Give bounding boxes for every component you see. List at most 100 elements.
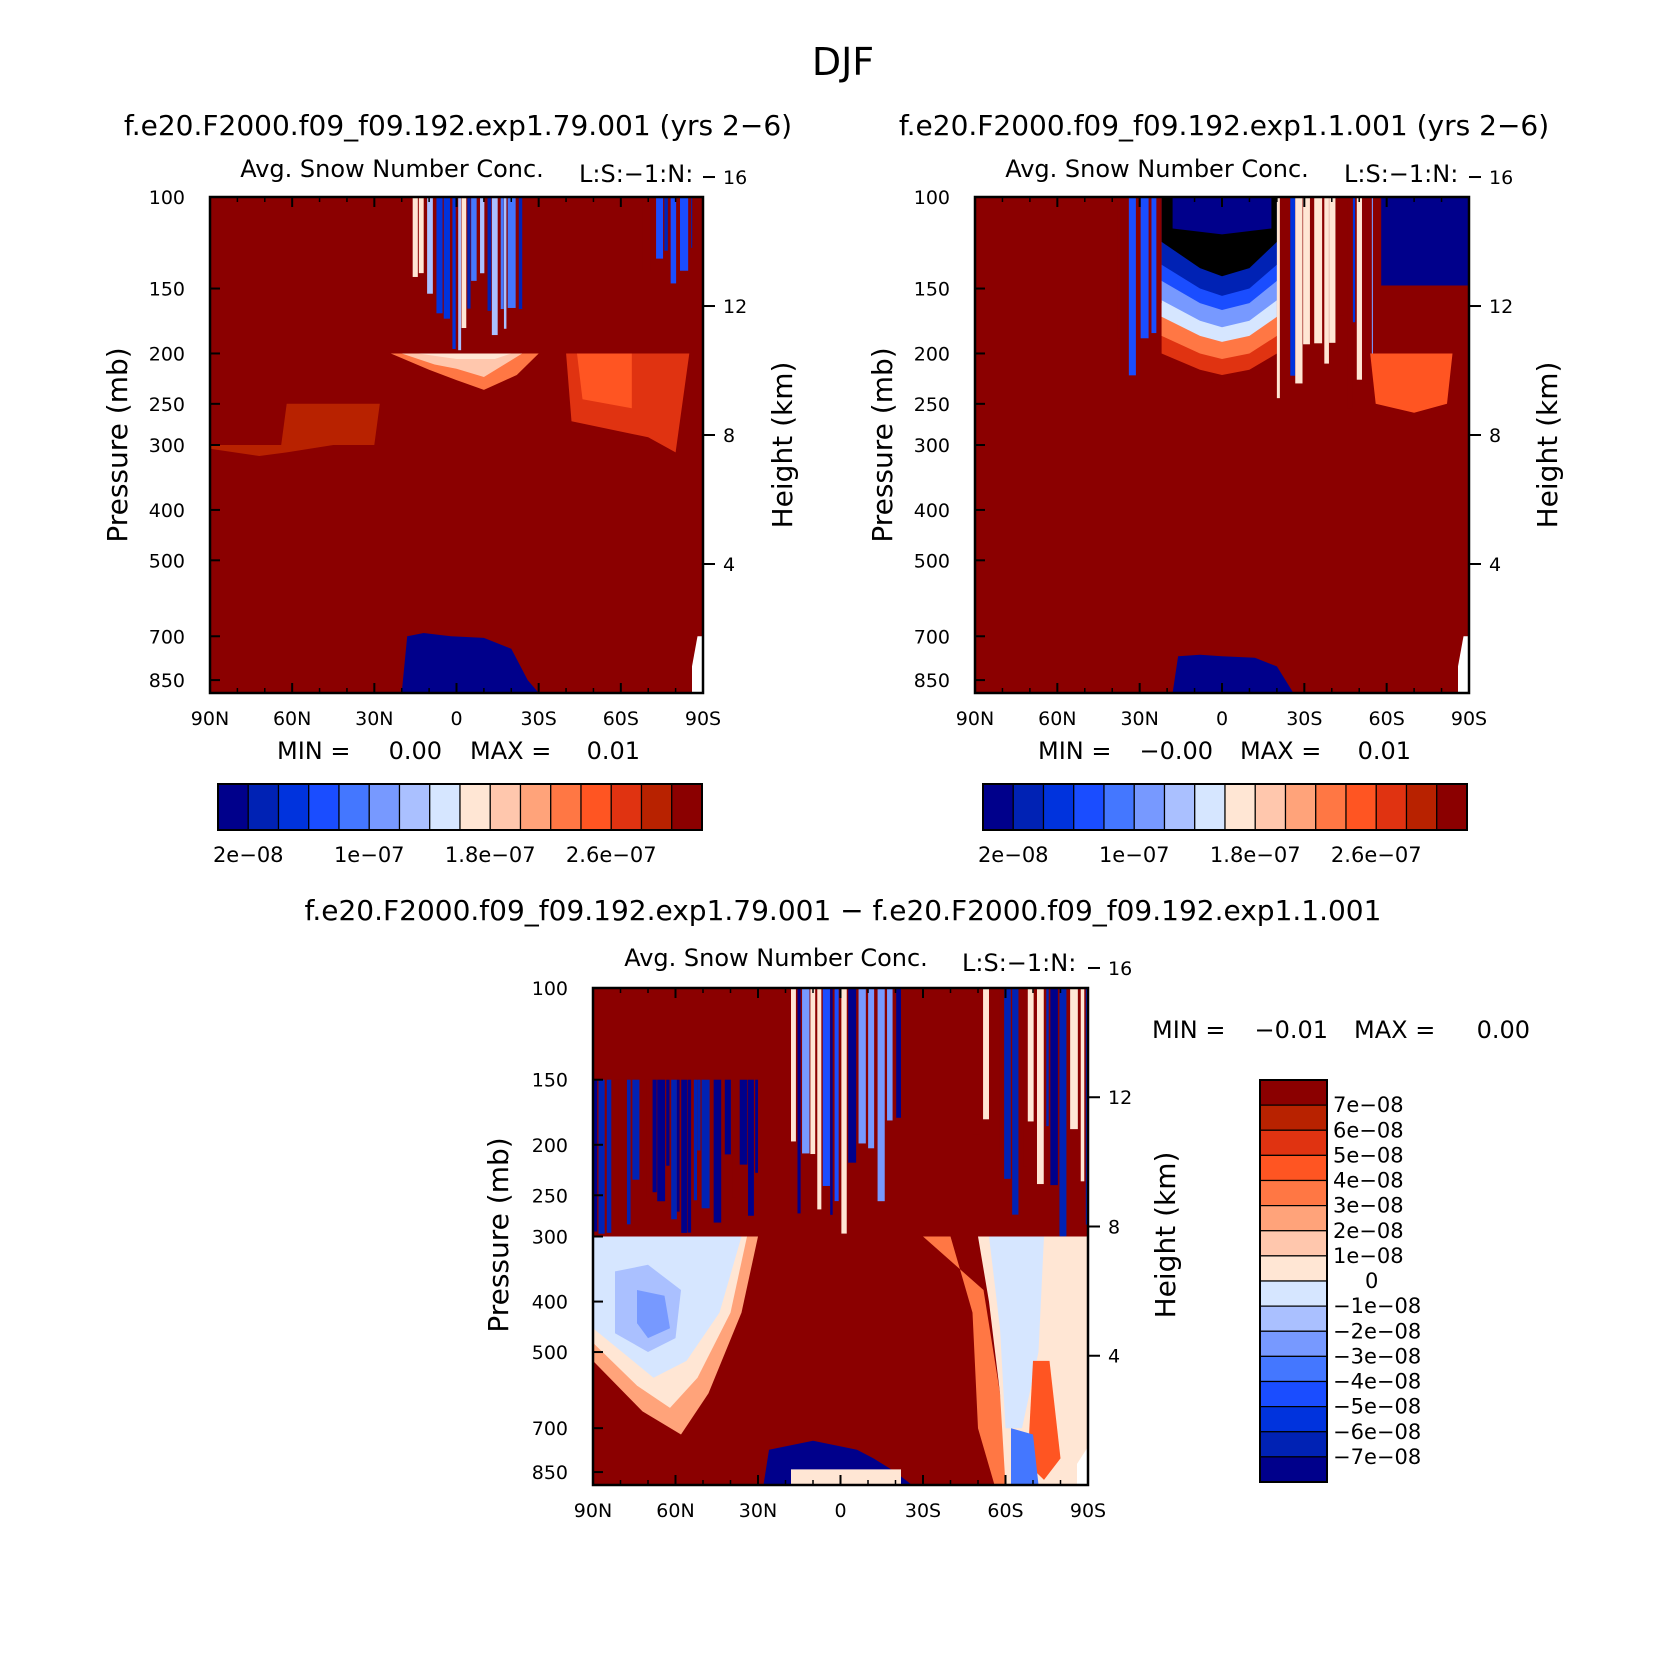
- colorbar-frame: [1259, 1079, 1328, 1483]
- contour-column: [802, 988, 810, 1154]
- contour-column: [1303, 197, 1310, 345]
- y-tick-label: 150: [914, 279, 950, 301]
- x-tick-label: 30S: [905, 1500, 941, 1522]
- panel-c-subtitle: Avg. Snow Number Conc.: [624, 944, 928, 972]
- contour-column: [1124, 197, 1128, 325]
- low-blue-patch: [1172, 654, 1294, 693]
- colorbar-box: [368, 783, 401, 831]
- colorbar-box: [610, 783, 643, 831]
- tropical-cap-inner: [418, 353, 512, 359]
- panel-a-level-tag: L:S:−1:N:: [579, 160, 693, 188]
- y-tick-label: 850: [914, 670, 950, 692]
- y-tick-label: 850: [149, 670, 185, 692]
- panel-c-max-label: MAX =: [1354, 1016, 1435, 1044]
- panel-b-title: f.e20.F2000.f09_f09.192.exp1.1.001 (yrs …: [899, 109, 1549, 142]
- contour-column: [1290, 197, 1296, 376]
- height-tick-label: 8: [1489, 425, 1501, 447]
- panel-diff: f.e20.F2000.f09_f09.192.exp1.79.001 − f.…: [305, 894, 1530, 1522]
- panel-a-y-axis: 100 150 200 250 300 400 500 700 850: [149, 187, 220, 692]
- x-tick-label: 30S: [1286, 708, 1322, 730]
- contour-column: [657, 1079, 666, 1202]
- contour-column: [461, 197, 467, 329]
- panel-b-plot-area: [975, 197, 1469, 693]
- contour-column: [1070, 988, 1078, 1130]
- x-tick-label: 60N: [656, 1500, 694, 1522]
- height-tick-label: 8: [723, 425, 735, 447]
- colorbar-frame: [217, 783, 703, 831]
- panel-a-height-axis: 16 12 8 4: [703, 167, 747, 576]
- x-tick-label: 60S: [603, 708, 639, 730]
- y-tick-label: 300: [532, 1227, 568, 1249]
- colorbar-box: [1259, 1305, 1328, 1332]
- colorbar-tick-label: 5e−08: [1333, 1143, 1404, 1167]
- colorbar-box: [640, 783, 673, 831]
- y-tick-label: 400: [914, 500, 950, 522]
- colorbar-frame: [982, 783, 1468, 831]
- south-polar-block: [1381, 197, 1469, 286]
- contour-column: [507, 197, 516, 308]
- colorbar-box: [1259, 1230, 1328, 1257]
- panel-b-level-tag: L:S:−1:N:: [1344, 160, 1458, 188]
- contour-column: [1140, 197, 1149, 339]
- contour-column: [1314, 197, 1323, 344]
- contour-column: [868, 988, 875, 1149]
- y-tick-label: 200: [532, 1135, 568, 1157]
- contour-column: [1281, 197, 1288, 368]
- colorbar-box: [398, 783, 431, 831]
- panel-b-ylabel: Pressure (mb): [866, 347, 899, 542]
- southern-orange-patch: [1370, 353, 1453, 413]
- panel-b-max-label: MAX =: [1240, 737, 1321, 765]
- contour-column: [999, 988, 1003, 1154]
- low-cream-patch: [791, 1469, 901, 1485]
- contour-column: [1347, 197, 1353, 409]
- panel-a-min-label: MIN =: [277, 737, 350, 765]
- contour-column: [643, 1079, 647, 1197]
- contour-column: [418, 197, 424, 274]
- y-tick-label: 150: [149, 279, 185, 301]
- panel-b-min-label: MIN =: [1038, 737, 1111, 765]
- height-tick-label: 4: [1489, 554, 1501, 576]
- panel-c-x-axis: 90N 60N 30N 0 30S 60S 90S: [574, 988, 1106, 1522]
- panel-b-max-value: 0.01: [1358, 737, 1411, 765]
- sh-orange-tongue: [1027, 1360, 1061, 1480]
- colorbar-tick-label: 1e−07: [334, 843, 405, 867]
- contour-column: [887, 988, 893, 1121]
- contour-column: [1276, 197, 1280, 399]
- colorbar-box: [519, 783, 552, 831]
- y-tick-label: 200: [149, 343, 185, 365]
- panel-a-subtitle: Avg. Snow Number Conc.: [240, 155, 544, 183]
- colorbar-box: [1375, 783, 1408, 831]
- colorbar-box: [277, 783, 310, 831]
- height-tick-label: 12: [1108, 1087, 1132, 1109]
- y-tick-label: 100: [149, 187, 185, 209]
- colorbar-box: [247, 783, 280, 831]
- contour-column: [1159, 197, 1162, 304]
- colorbar-box: [1405, 783, 1438, 831]
- panel-b-height-axis: 16 12 8 4: [1469, 167, 1513, 576]
- height-tick-label: 16: [723, 167, 747, 189]
- contour-column: [1023, 988, 1028, 1167]
- contour-column: [443, 197, 450, 319]
- panel-a-ylabel: Pressure (mb): [101, 347, 134, 542]
- nh-blue-core: [637, 1290, 670, 1339]
- y-tick-label: 700: [914, 626, 950, 648]
- contour-column: [1329, 197, 1336, 343]
- colorbar-box: [550, 783, 582, 831]
- panel-b-colorbar: 2e−08 1e−07 1.8e−07 2.6e−07: [978, 783, 1468, 867]
- terrain-mask: [1458, 636, 1469, 693]
- colorbar-tick-label: 1e−08: [1333, 1244, 1404, 1268]
- colorbar-tick-label: 2.6e−07: [566, 843, 657, 867]
- height-tick-label: 16: [1108, 958, 1132, 980]
- contour-column: [491, 197, 498, 336]
- panel-a-max-value: 0.01: [587, 737, 640, 765]
- sh-orange-edge: [923, 1236, 1011, 1485]
- colorbar-box: [671, 783, 703, 831]
- colorbar-box: [217, 783, 249, 831]
- contour-column: [518, 197, 523, 310]
- panel-a-max-label: MAX =: [470, 737, 551, 765]
- contour-column: [1324, 197, 1329, 364]
- colorbar-tick-label: −1e−08: [1333, 1294, 1421, 1318]
- panel-b-subtitle: Avg. Snow Number Conc.: [1005, 155, 1309, 183]
- contour-column: [817, 988, 822, 1210]
